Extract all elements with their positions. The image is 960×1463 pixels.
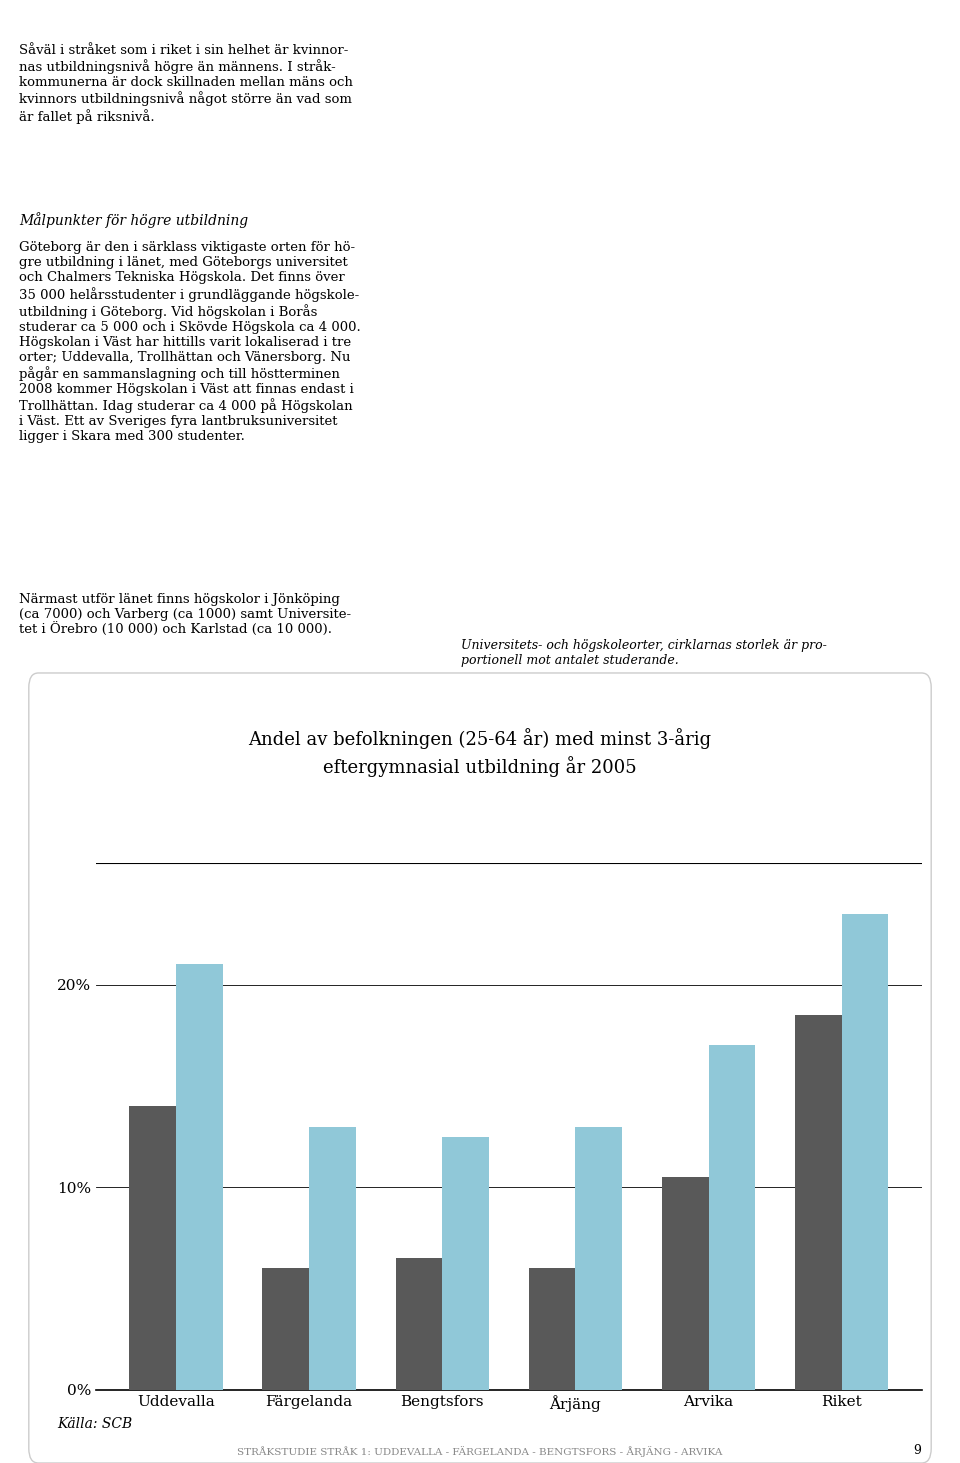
Bar (176, 964, 223, 1390)
Text: Universitets- och högskoleorter, cirklarnas storlek är pro-
portionell mot antal: Universitets- och högskoleorter, cirklar… (461, 639, 827, 667)
Bar (529, 1268, 575, 1390)
Bar (575, 1127, 622, 1390)
Text: eftergymnasial utbildning år 2005: eftergymnasial utbildning år 2005 (324, 756, 636, 777)
Bar (842, 914, 888, 1390)
Text: STRÅKSTUDIE STRÅK 1: UDDEVALLA - FÄRGELANDA - BENGTSFORS - ÅRJÄNG - ARVIKA: STRÅKSTUDIE STRÅK 1: UDDEVALLA - FÄRGELA… (237, 1447, 723, 1457)
Text: Andel av befolkningen (25-64 år) med minst 3-årig: Andel av befolkningen (25-64 år) med min… (249, 729, 711, 749)
Text: Göteborg är den i särklass viktigaste orten för hö-
gre utbildning i länet, med : Göteborg är den i särklass viktigaste or… (19, 241, 361, 443)
Bar (795, 1015, 842, 1390)
Text: Såväl i stråket som i riket i sin helhet är kvinnor-
nas utbildningsnivå högre ä: Såväl i stråket som i riket i sin helhet… (19, 44, 353, 124)
Bar (443, 1137, 489, 1390)
Text: Målpunkter för högre utbildning: Målpunkter för högre utbildning (19, 212, 249, 228)
Bar (262, 1268, 309, 1390)
Text: Källa: SCB: Källa: SCB (58, 1416, 132, 1431)
Bar (396, 1258, 443, 1390)
Text: 9: 9 (914, 1444, 922, 1457)
Text: Närmast utför länet finns högskolor i Jönköping
(ca 7000) och Varberg (ca 1000) : Närmast utför länet finns högskolor i Jö… (19, 593, 351, 636)
Bar (708, 1046, 756, 1390)
Bar (130, 1106, 176, 1390)
Bar (662, 1178, 708, 1390)
Bar (309, 1127, 355, 1390)
